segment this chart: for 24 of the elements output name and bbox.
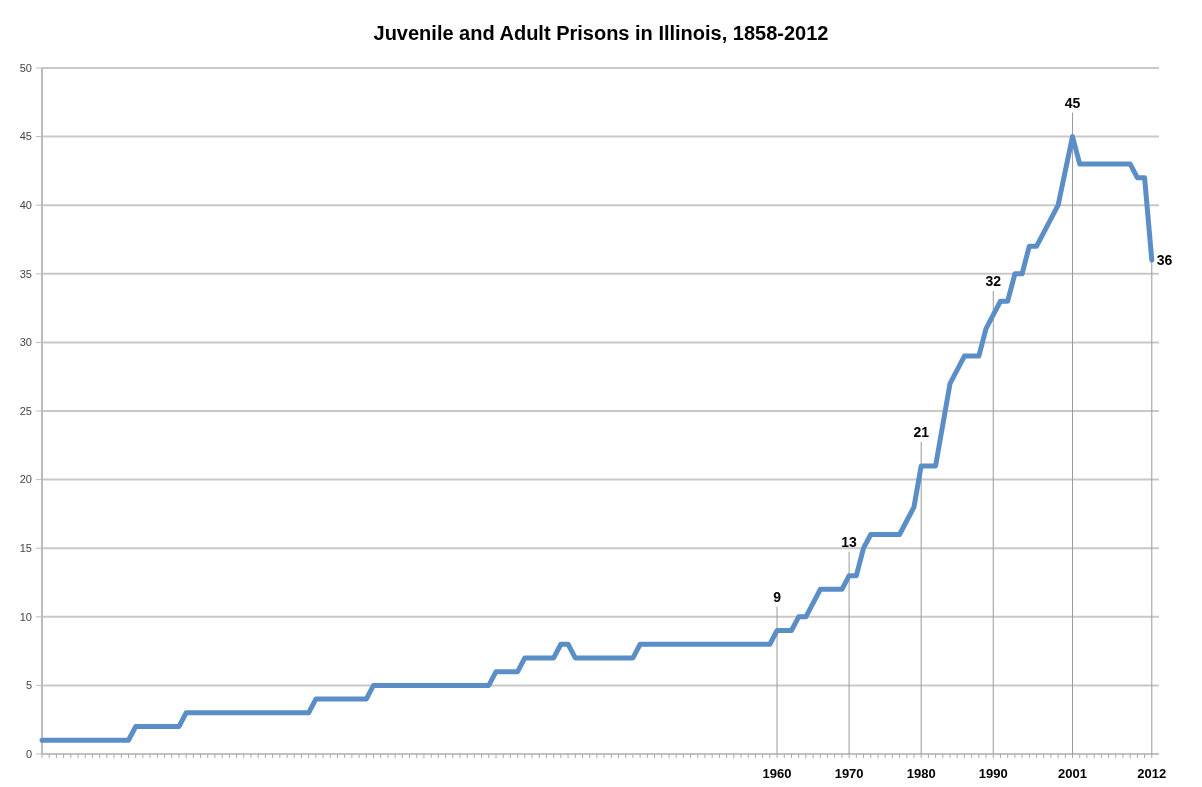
y-tick-label: 20	[19, 473, 32, 486]
x-tick-label: 2012	[1137, 766, 1167, 781]
y-tick-label: 40	[19, 199, 32, 212]
annotation: 21	[913, 423, 930, 440]
chart-title: Juvenile and Adult Prisons in Illinois, 1858-2012	[373, 22, 829, 44]
annotation: 32	[985, 272, 1002, 289]
annotation: 9	[773, 588, 782, 605]
annotation: 36	[1156, 252, 1173, 269]
x-tick-label: 2001	[1058, 766, 1087, 781]
x-tick-label: 1970	[834, 766, 864, 781]
y-tick-label: 10	[19, 610, 32, 623]
x-tick-label: 1960	[762, 766, 792, 781]
y-tick-label: 45	[19, 130, 32, 143]
y-tick-label: 30	[19, 336, 32, 349]
x-tick-label: 1990	[978, 766, 1008, 781]
y-tick-label: 35	[19, 267, 32, 280]
y-tick-label: 15	[19, 542, 32, 555]
y-tick-label: 50	[19, 61, 32, 74]
x-tick-label: 1980	[906, 766, 936, 781]
y-tick-label: 0	[25, 747, 32, 760]
annotation: 45	[1064, 94, 1081, 111]
y-tick-label: 25	[19, 404, 32, 417]
y-tick-label: 5	[25, 679, 32, 692]
annotation: 13	[841, 533, 858, 550]
